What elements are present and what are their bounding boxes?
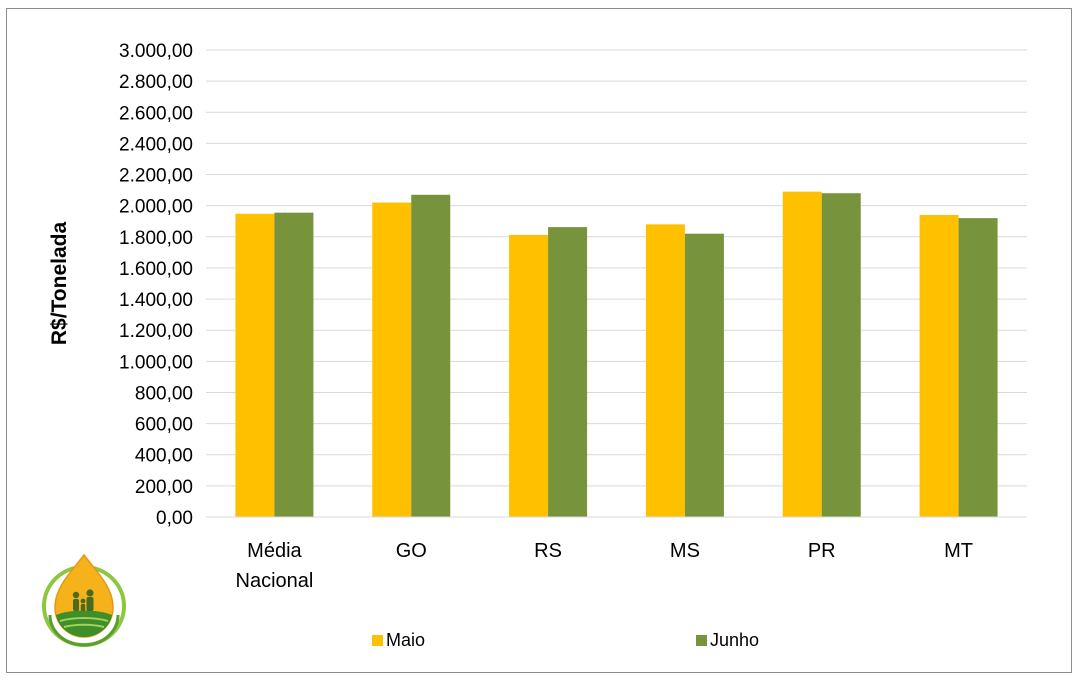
bar-maio (509, 235, 548, 517)
y-tick-label: 0,00 (156, 508, 193, 529)
bar-junho (685, 234, 724, 517)
x-tick-label: Nacional (236, 570, 314, 592)
y-tick-label: 2.000,00 (119, 197, 193, 218)
bar-maio (646, 224, 685, 517)
bar-junho (411, 195, 450, 517)
x-axis-ticks: Média Nacional GO RS MS PR MT (236, 540, 974, 592)
x-tick-label: Média (247, 540, 302, 562)
bar-junho (822, 193, 861, 517)
y-tick-label: 1.200,00 (119, 321, 193, 342)
y-tick-label: 1.600,00 (119, 259, 193, 280)
x-tick-label: MT (944, 540, 973, 562)
y-tick-label: 2.600,00 (119, 103, 193, 124)
y-tick-label: 1.400,00 (119, 290, 193, 311)
y-tick-label: 400,00 (135, 446, 193, 467)
legend-swatch (696, 635, 707, 646)
bar-junho (274, 213, 313, 517)
y-tick-label: 600,00 (135, 415, 193, 436)
y-tick-label: 1.000,00 (119, 352, 193, 373)
y-tick-label: 2.400,00 (119, 134, 193, 155)
legend-label: Maio (386, 630, 425, 650)
x-tick-label: GO (396, 540, 427, 562)
y-axis-label: R$/Tonelada (48, 222, 71, 346)
bar-maio (372, 203, 411, 517)
bar-maio (783, 192, 822, 517)
bars (235, 192, 997, 517)
droplet-family-logo (44, 555, 124, 645)
bar-chart: 0,00 200,00 400,00 600,00 800,00 1.000,00 1.20… (7, 9, 1071, 672)
legend-label: Junho (710, 630, 759, 650)
legend: Maio Junho (372, 630, 759, 650)
bar-maio (920, 215, 959, 517)
x-tick-label: MS (670, 540, 700, 562)
y-tick-label: 2.200,00 (119, 166, 193, 187)
x-tick-label: PR (808, 540, 836, 562)
y-tick-label: 3.000,00 (119, 41, 193, 62)
y-tick-label: 200,00 (135, 477, 193, 498)
x-tick-label: RS (534, 540, 562, 562)
gridlines (206, 50, 1027, 486)
y-tick-label: 800,00 (135, 383, 193, 404)
bar-junho (959, 218, 998, 517)
bar-junho (548, 227, 587, 517)
y-tick-label: 2.800,00 (119, 72, 193, 93)
legend-swatch (372, 635, 383, 646)
chart-frame: 0,00 200,00 400,00 600,00 800,00 1.000,00 1.20… (6, 8, 1072, 673)
y-tick-label: 1.800,00 (119, 228, 193, 249)
y-axis-ticks: 0,00 200,00 400,00 600,00 800,00 1.000,00 1.20… (119, 41, 193, 529)
bar-maio (235, 214, 274, 517)
